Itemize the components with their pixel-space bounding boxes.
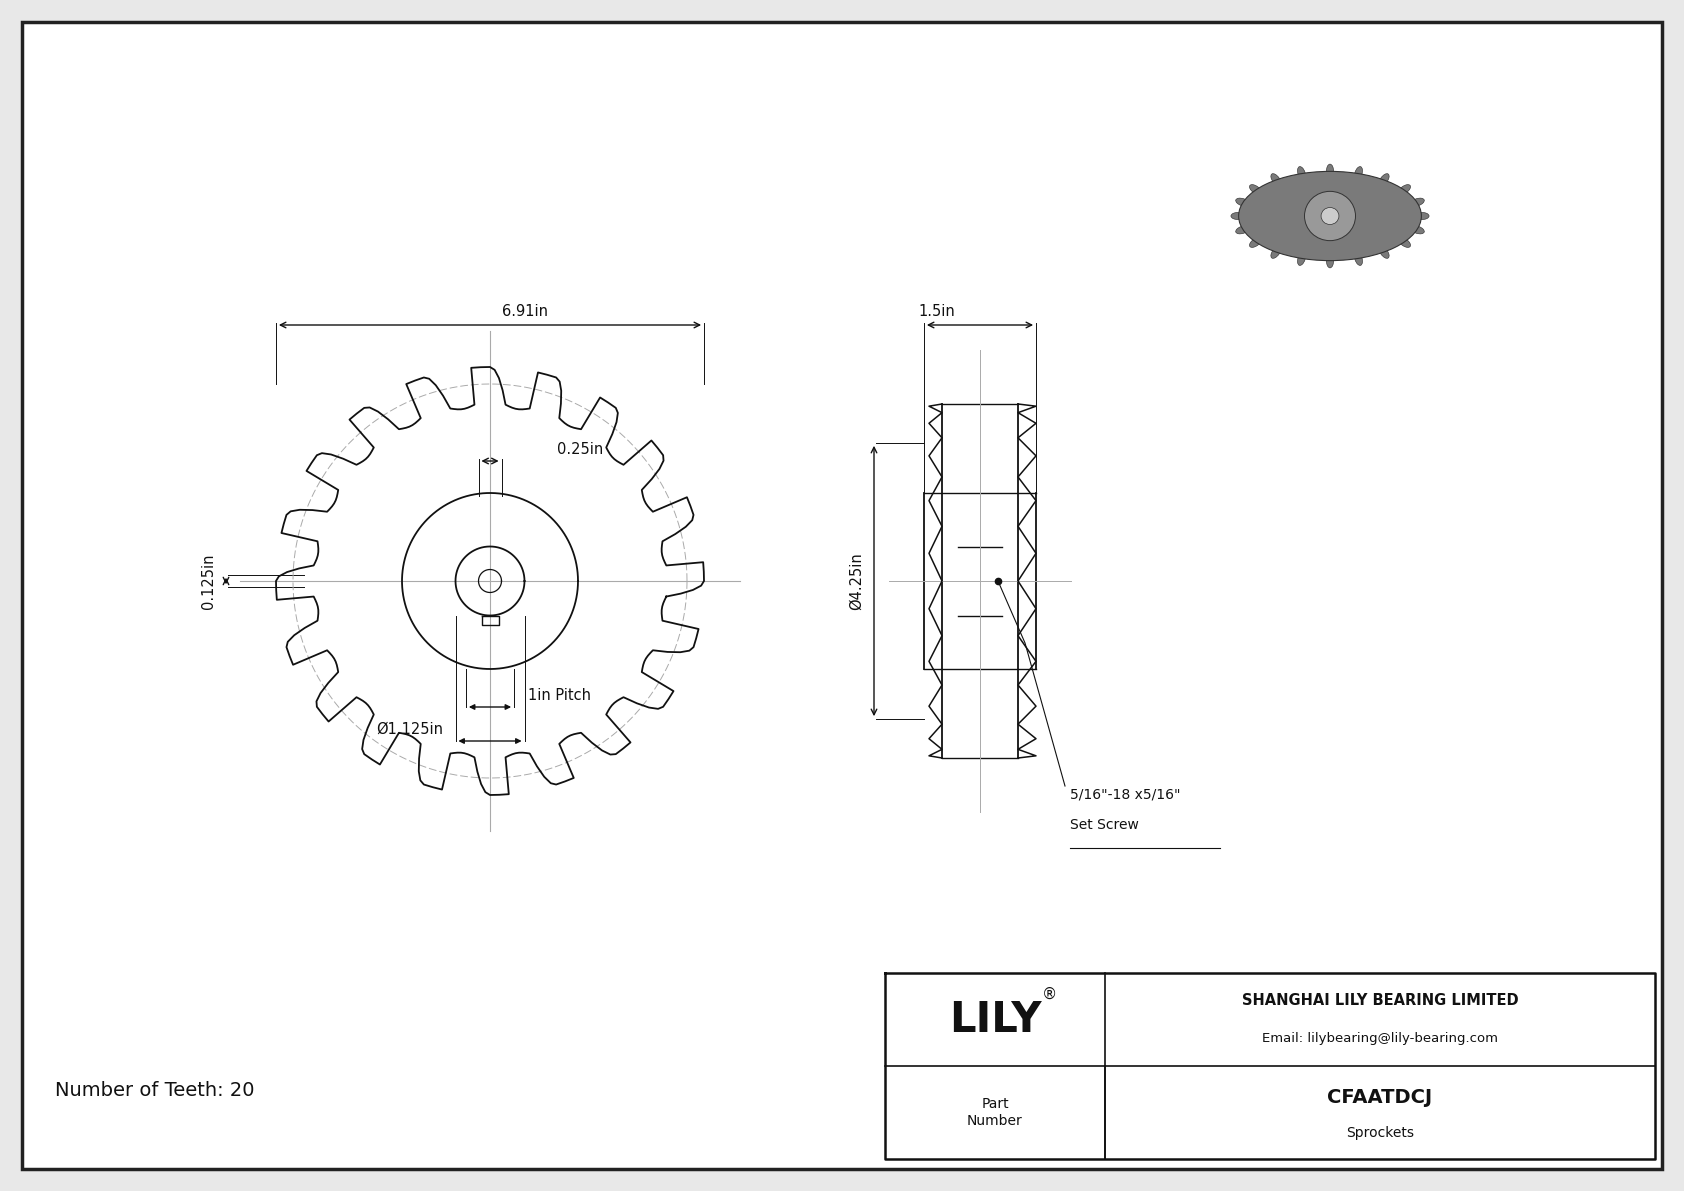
Text: 1.5in: 1.5in [918,304,955,319]
Text: LILY: LILY [948,998,1041,1041]
Ellipse shape [1239,172,1421,261]
Ellipse shape [1250,185,1261,195]
Text: Sprockets: Sprockets [1346,1125,1415,1140]
Text: Number of Teeth: 20: Number of Teeth: 20 [56,1081,254,1100]
Ellipse shape [1271,245,1282,258]
Ellipse shape [1398,185,1411,195]
Ellipse shape [1415,212,1430,219]
Ellipse shape [1327,254,1334,268]
Text: 1in Pitch: 1in Pitch [529,688,591,703]
Text: 5/16"-18 x5/16": 5/16"-18 x5/16" [1069,788,1180,802]
Ellipse shape [1327,164,1334,179]
Text: SHANGHAI LILY BEARING LIMITED: SHANGHAI LILY BEARING LIMITED [1241,993,1519,1008]
Ellipse shape [1236,226,1250,233]
Ellipse shape [1320,207,1339,224]
Ellipse shape [1354,251,1362,266]
Text: Ø1.125in: Ø1.125in [377,722,443,737]
Ellipse shape [1250,237,1261,248]
Ellipse shape [1305,192,1356,241]
Text: Email: lilybearing@lily-bearing.com: Email: lilybearing@lily-bearing.com [1261,1031,1499,1045]
Ellipse shape [1398,237,1411,248]
Ellipse shape [1354,167,1362,181]
Ellipse shape [1410,198,1425,206]
Ellipse shape [1271,174,1282,186]
Ellipse shape [1231,212,1246,219]
Text: Part
Number: Part Number [967,1097,1022,1128]
Text: 0.25in: 0.25in [556,442,603,457]
Text: Ø4.25in: Ø4.25in [849,553,864,610]
Ellipse shape [1410,226,1425,233]
FancyBboxPatch shape [22,21,1662,1170]
Ellipse shape [1236,198,1250,206]
Ellipse shape [1379,245,1389,258]
Text: ®: ® [1042,986,1058,1002]
Ellipse shape [1298,167,1305,181]
Ellipse shape [1379,174,1389,186]
Ellipse shape [1298,251,1305,266]
Text: 6.91in: 6.91in [502,304,547,319]
Text: Set Screw: Set Screw [1069,818,1138,833]
Text: 0.125in: 0.125in [200,554,216,609]
Text: CFAATDCJ: CFAATDCJ [1327,1089,1433,1106]
